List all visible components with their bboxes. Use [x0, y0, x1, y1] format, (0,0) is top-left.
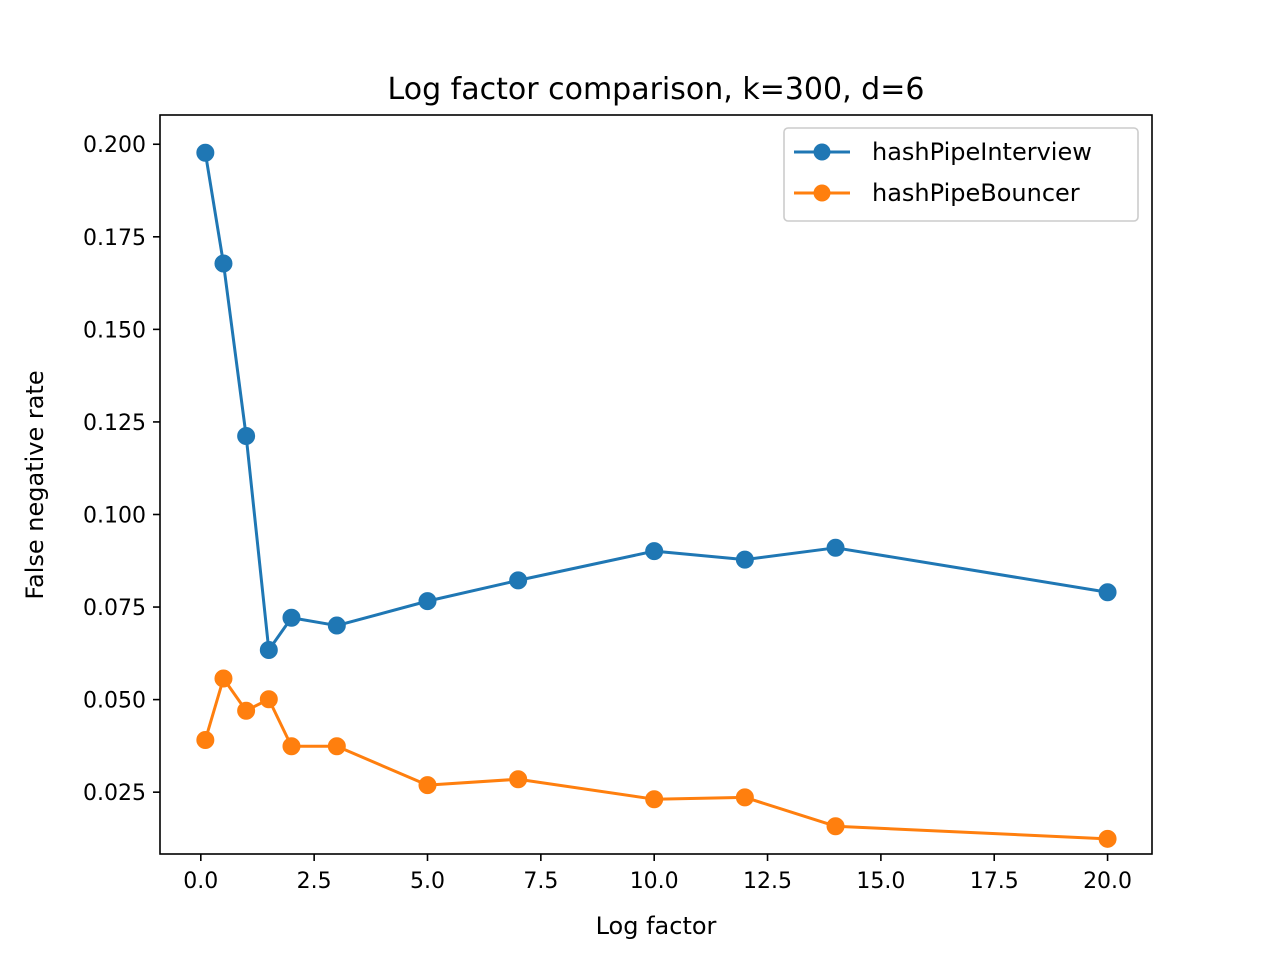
data-point-1	[259, 690, 278, 709]
data-point-1	[1098, 829, 1117, 848]
data-point-0	[735, 550, 754, 569]
x-tick-label: 10.0	[630, 869, 679, 894]
y-tick-label: 0.050	[83, 689, 146, 714]
y-tick-label: 0.100	[83, 503, 146, 528]
x-tick-label: 0.0	[183, 869, 218, 894]
data-point-1	[214, 669, 233, 688]
x-axis-label: Log factor	[596, 912, 717, 940]
data-point-1	[418, 776, 437, 795]
y-tick-label: 0.125	[83, 411, 146, 436]
y-tick-label: 0.150	[83, 318, 146, 343]
y-axis-ticks: 0.025 0.050 0.075 0.100 0.125 0.150 0.175 0.200	[83, 133, 160, 806]
data-point-1	[826, 817, 845, 836]
data-point-0	[282, 608, 301, 627]
x-tick-label: 2.5	[297, 869, 332, 894]
data-point-1	[237, 701, 256, 720]
data-point-0	[214, 254, 233, 273]
y-axis-label: False negative rate	[21, 370, 49, 599]
data-point-1	[282, 737, 301, 756]
legend-label: hashPipeInterview	[872, 138, 1092, 166]
x-tick-label: 15.0	[856, 869, 905, 894]
data-point-1	[327, 737, 346, 756]
data-point-0	[196, 143, 215, 162]
legend-box	[783, 127, 1139, 222]
y-tick-label: 0.200	[83, 133, 146, 158]
data-point-0	[509, 571, 528, 590]
y-tick-label: 0.025	[83, 781, 146, 806]
data-point-0	[259, 641, 278, 659]
x-tick-label: 5.0	[410, 869, 445, 894]
plot-marks	[196, 143, 1117, 848]
y-tick-label: 0.075	[83, 596, 146, 621]
legend-swatch-marker	[813, 143, 831, 161]
data-point-0	[645, 542, 664, 561]
x-tick-label: 17.5	[970, 869, 1019, 894]
y-tick-label: 0.175	[83, 226, 146, 251]
series-line-0	[203, 152, 1108, 652]
legend-label: hashPipeBouncer	[872, 179, 1080, 207]
data-point-0	[237, 427, 256, 445]
data-point-0	[327, 616, 346, 635]
x-tick-label: 12.5	[743, 869, 792, 894]
data-point-0	[418, 592, 437, 611]
x-tick-label: 20.0	[1083, 869, 1132, 894]
x-axis-ticks: 0.0 2.5 5.0 7.5 10.0 12.5 15.0 17.5 20.0	[183, 854, 1132, 894]
data-point-0	[1098, 583, 1117, 602]
legend: hashPipeInterview hashPipeBouncer	[783, 127, 1139, 222]
series-line-1	[203, 677, 1108, 841]
legend-swatch-marker	[813, 184, 831, 202]
x-tick-label: 7.5	[523, 869, 558, 894]
data-point-1	[509, 770, 528, 789]
data-point-1	[645, 790, 664, 809]
data-point-1	[735, 788, 754, 807]
plot-frame	[159, 114, 1153, 855]
data-point-0	[826, 538, 845, 557]
chart-title: Log factor comparison, k=300, d=6	[388, 72, 925, 107]
data-point-1	[196, 730, 215, 749]
